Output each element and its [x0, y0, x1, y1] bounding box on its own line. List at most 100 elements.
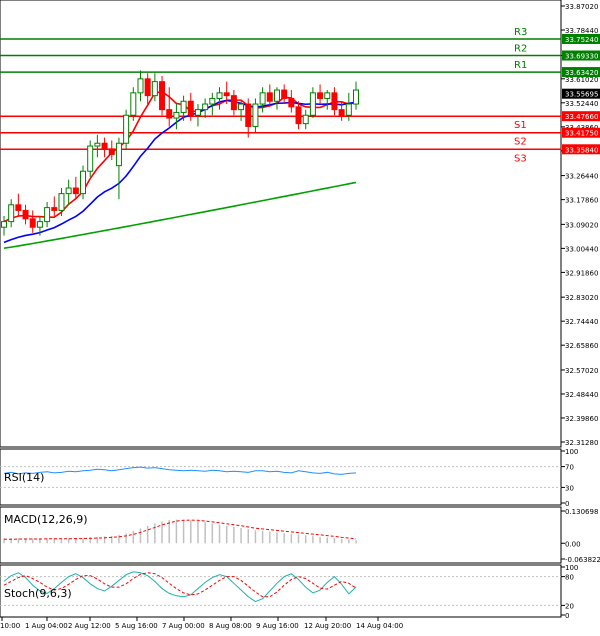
- candle-body: [288, 97, 295, 108]
- candle-body: [115, 142, 122, 167]
- rsi-indicator: 100 70 30 0: [0, 448, 578, 508]
- candle-body: [101, 142, 108, 150]
- sub-tick-label: 20: [565, 602, 574, 610]
- candle-body: [72, 187, 79, 195]
- candle-body: [166, 109, 173, 119]
- price-tick-label: 32.31280: [565, 439, 598, 447]
- candle-body: [65, 187, 72, 195]
- candle-body: [108, 148, 115, 155]
- candle-body: [317, 92, 324, 99]
- macd-panel-frame: [0, 506, 562, 564]
- pivot-price-box: [562, 50, 600, 61]
- current-price-label: 33.55695: [565, 91, 598, 99]
- price-tick-label: 32.48440: [565, 391, 598, 399]
- pivot-price-box: [562, 144, 600, 155]
- pivot-price-box: [562, 33, 600, 44]
- pivot-price-box: [562, 127, 600, 138]
- candles: [1, 70, 359, 236]
- candle-body: [36, 221, 43, 228]
- candle-body: [187, 100, 194, 116]
- candle-body: [159, 81, 166, 111]
- sub-tick-label: 70: [565, 464, 574, 472]
- time-tick-label: 2 Aug 12:00: [68, 622, 111, 630]
- candle-body: [223, 92, 230, 97]
- sub-tick-label: 0.130698: [565, 508, 598, 516]
- candle-body: [173, 111, 180, 119]
- price-tick-label: 33.00440: [565, 245, 598, 253]
- price-tick-label: 32.74440: [565, 318, 598, 326]
- candle-body: [144, 78, 151, 97]
- pivot-price-label: 33.41750: [565, 130, 598, 138]
- candle-body: [87, 145, 94, 172]
- pivot-price-label: 33.47660: [565, 113, 598, 121]
- candle-body: [295, 106, 302, 125]
- price-tick-label: 32.39860: [565, 415, 598, 423]
- time-axis: 10:00 1 Aug 04:00 2 Aug 12:00 5 Aug 16:00 7 …: [0, 617, 403, 630]
- price-tick-label: 32.57020: [565, 367, 598, 375]
- main-panel-frame: [0, 0, 562, 448]
- level-labels: 33.75240 33.69330 33.63420 33.47660 33.41750…: [562, 33, 600, 155]
- pivot-name-s2: S2: [514, 137, 527, 148]
- sub-tick-label: 0: [565, 500, 569, 508]
- pivot-price-label: 33.69330: [565, 53, 598, 61]
- candle-body: [216, 92, 223, 99]
- current-price-box: [562, 88, 600, 99]
- candle-body: [137, 78, 144, 94]
- stoch-label: Stoch(9,6,3): [4, 587, 72, 600]
- candle-body: [338, 109, 345, 116]
- pivot-name-s1: S1: [514, 120, 527, 131]
- stoch-panel-frame: [0, 564, 562, 618]
- pivot-name-r2: R2: [514, 44, 527, 55]
- candle-body: [302, 114, 309, 125]
- candle-body: [273, 89, 280, 102]
- time-tick-label: 12 Aug 20:00: [304, 622, 351, 630]
- candle-body: [94, 142, 101, 147]
- candle-body: [151, 81, 158, 97]
- pivot-price-label: 33.35840: [565, 146, 598, 154]
- candle-body: [22, 209, 29, 220]
- candle-body: [259, 92, 266, 105]
- pivot-price-box: [562, 111, 600, 122]
- rsi-line: [3, 466, 357, 475]
- price-tick-label: 33.87020: [565, 3, 598, 11]
- candle-body: [29, 218, 36, 228]
- price-tick-label: 33.09020: [565, 221, 598, 229]
- pivot-price-label: 33.75240: [565, 36, 598, 44]
- candle-body: [230, 95, 237, 111]
- macd-signal-line: [4, 519, 357, 540]
- candle-body: [245, 103, 252, 127]
- time-tick-label: 1 Aug 04:00: [25, 622, 68, 630]
- time-tick-label: 9 Aug 16:00: [256, 622, 299, 630]
- price-tick-label: 33.78440: [565, 27, 598, 35]
- time-tick-label: 14 Aug 04:00: [356, 622, 403, 630]
- candle-body: [130, 92, 137, 116]
- candle-body: [123, 114, 130, 144]
- candle-body: [1, 221, 7, 228]
- candle-body: [281, 89, 288, 99]
- candle-body: [202, 103, 209, 111]
- price-tick-label: 33.52440: [565, 100, 598, 108]
- candle-body: [266, 92, 273, 102]
- candle-body: [331, 92, 338, 111]
- candle-body: [80, 170, 87, 195]
- sub-tick-label: 0.00: [565, 540, 581, 548]
- sub-tick-label: 30: [565, 484, 574, 492]
- pivot-levels: R3 R2 R1 S1 S2 S3: [0, 27, 561, 164]
- price-tick-label: 32.91860: [565, 269, 598, 277]
- pivot-name-s3: S3: [514, 153, 527, 164]
- pivot-name-r1: R1: [514, 60, 527, 71]
- ma-slow-line: [3, 181, 357, 250]
- macd-indicator: 0.130698 0.00 -0.063822: [3, 508, 600, 564]
- candle-body: [345, 103, 352, 116]
- pivot-price-box: [562, 67, 600, 78]
- sub-tick-label: -0.063822: [565, 556, 600, 564]
- sub-tick-label: 100: [565, 564, 578, 572]
- price-tick-label: 33.26440: [565, 173, 598, 181]
- candle-body: [8, 204, 15, 223]
- candle-body: [51, 207, 58, 211]
- candle-body: [58, 193, 65, 211]
- candle-body: [194, 109, 201, 116]
- candle-body: [15, 204, 22, 211]
- stoch-indicator: 100 80 20 0: [0, 564, 578, 620]
- rsi-label: RSI(14): [4, 471, 44, 484]
